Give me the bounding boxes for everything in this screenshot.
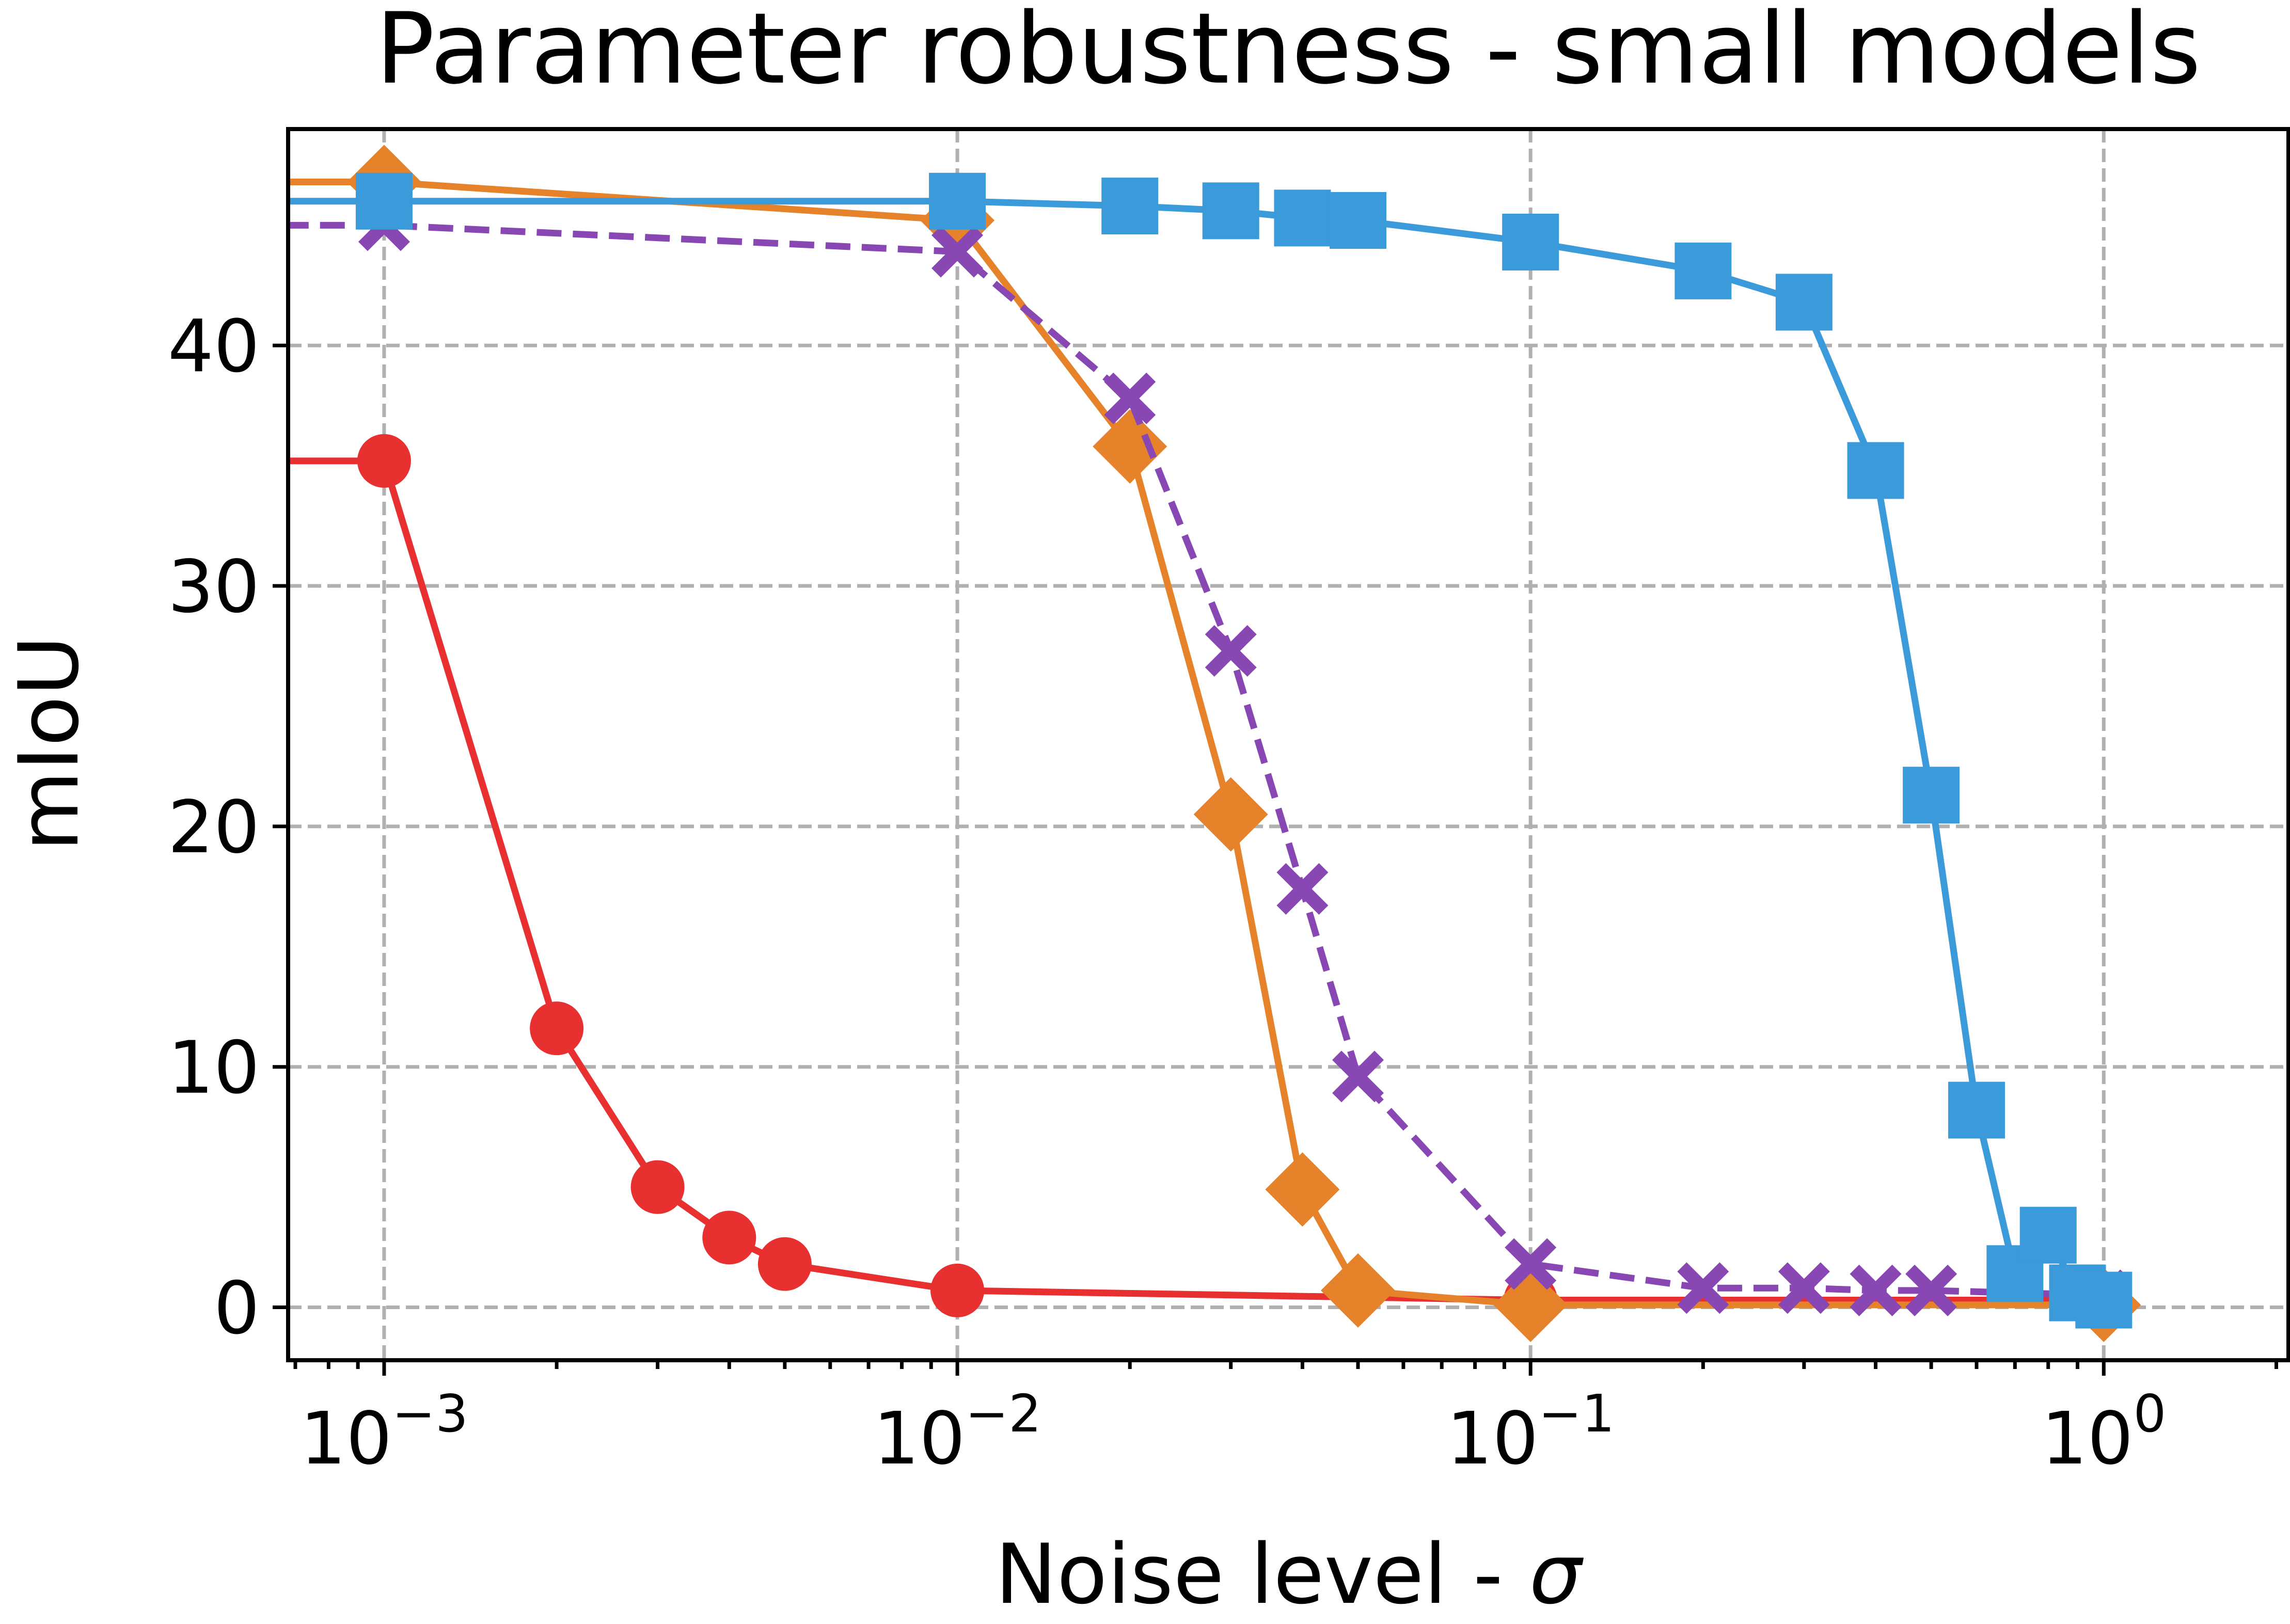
data-point-circle (702, 1211, 756, 1265)
y-tick-label: 20 (168, 786, 260, 870)
series-2 (288, 199, 2130, 1322)
chart-title: Parameter robustness - small models (375, 0, 2201, 106)
x-tick-exponent: −2 (965, 1383, 1041, 1444)
data-point-x (1905, 1264, 1957, 1316)
x-tick-base: 10 (1446, 1397, 1538, 1481)
data-point-square (1101, 178, 1159, 235)
x-tick-exponent: −3 (392, 1383, 468, 1444)
data-point-circle (530, 1001, 584, 1056)
grid (288, 129, 2288, 1360)
data-point-square (929, 172, 986, 230)
x-tick-label: 10−2 (873, 1383, 1041, 1481)
x-tick-exponent: 0 (2134, 1383, 2167, 1444)
x-axis-label-symbol: σ (1529, 1526, 1584, 1622)
series-0 (288, 434, 2131, 1327)
series-1 (288, 145, 2141, 1342)
data-point-square (2019, 1206, 2077, 1264)
data-point-diamond (1320, 1253, 1395, 1328)
data-point-square (1502, 213, 1559, 270)
data-point-square (355, 172, 413, 230)
x-tick-base: 10 (873, 1397, 965, 1481)
data-point-diamond (1193, 777, 1268, 852)
x-tick-base: 10 (2041, 1397, 2133, 1481)
x-tick-label: 10−1 (1446, 1383, 1615, 1481)
y-tick-label: 40 (168, 305, 260, 389)
data-point-square (1675, 242, 1732, 299)
data-point-diamond (1093, 409, 1167, 484)
y-axis-label: mIoU (1, 635, 97, 851)
data-point-square (1202, 182, 1259, 240)
data-point-circle (357, 434, 411, 488)
data-point-x (1505, 1238, 1557, 1290)
data-point-square (1948, 1081, 2005, 1139)
data-point-x (1104, 372, 1156, 424)
data-point-x (1205, 625, 1257, 677)
series-line (288, 221, 2104, 1299)
data-point-circle (757, 1237, 812, 1291)
data-point-square (1274, 189, 1331, 247)
y-tick-label: 30 (168, 545, 260, 629)
data-point-diamond (1265, 1152, 1340, 1227)
data-point-x (1276, 863, 1329, 915)
data-point-x (931, 226, 984, 278)
data-point-circle (630, 1160, 685, 1214)
x-axis-label: Noise level - σ (995, 1526, 1584, 1622)
y-tick-label: 10 (168, 1026, 260, 1110)
data-point-circle (930, 1263, 985, 1317)
x-tick-base: 10 (300, 1397, 392, 1481)
plot-frame (286, 127, 2290, 1362)
x-tick-label: 100 (2041, 1383, 2166, 1481)
data-point-square (1903, 767, 1960, 824)
data-point-x (1778, 1262, 1830, 1314)
y-tick-label: 0 (214, 1267, 260, 1351)
series-3 (288, 172, 2133, 1329)
data-point-square (1775, 274, 1833, 331)
series-line (288, 198, 2105, 1303)
x-axis-label-text: Noise level - (995, 1526, 1529, 1622)
x-tick-label: 10−3 (300, 1383, 468, 1481)
data-point-square (1847, 442, 1904, 499)
data-point-square (2075, 1271, 2133, 1329)
series-line (288, 178, 2104, 1309)
x-tick-exponent: −1 (1539, 1383, 1615, 1444)
data-point-x (1677, 1262, 1729, 1314)
data-point-x (1850, 1264, 1902, 1316)
data-point-diamond (1493, 1267, 1568, 1342)
data-point-x (1332, 1050, 1384, 1103)
series-layer (288, 145, 2141, 1342)
data-point-square (1329, 192, 1386, 249)
